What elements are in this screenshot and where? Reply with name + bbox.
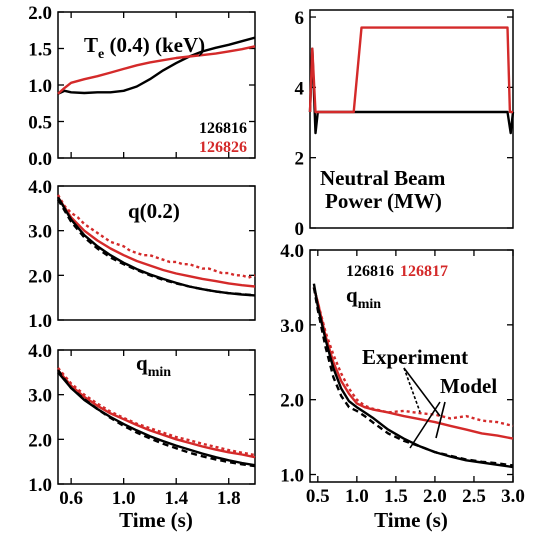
qmin_right-x-tick-label: 3.0 <box>501 486 525 507</box>
q02-y-ticks: 1.0 2.0 3.0 4.0 <box>28 177 255 332</box>
q02-title: q(0.2) <box>128 199 180 223</box>
te-legend-red: 126826 <box>199 139 247 156</box>
qmin_right-series-line-0 <box>312 287 514 428</box>
experiment-arrow-line-1 <box>403 367 421 413</box>
qmin_left-y-tick-label: 2.0 <box>28 430 52 451</box>
qmin_right-x-tick-label: 2.5 <box>462 486 486 507</box>
te-y-tick-label: 1.5 <box>28 40 52 61</box>
te-y-tick-label: 2.0 <box>28 3 52 24</box>
te-panel: 0.0 0.5 1.0 1.5 2.0 Te (0.4) (keV) 126816 12… <box>28 3 256 170</box>
te-series-line-1 <box>57 45 256 95</box>
power-series <box>308 26 515 135</box>
q02-y-tick-label: 2.0 <box>28 266 52 287</box>
qmin_right-y-tick-label: 3.0 <box>280 316 304 337</box>
experiment-arrow-line-2 <box>403 367 441 417</box>
qmin_right-y-tick-label: 2.0 <box>280 391 304 412</box>
te-y-tick-label: 0.0 <box>28 149 52 170</box>
qmin_right-x-tick-label: 1.5 <box>384 486 408 507</box>
q02-series-line-1 <box>56 196 256 288</box>
annotation-experiment: Experiment <box>362 345 468 369</box>
model-arrow-line-2 <box>435 401 446 439</box>
qmin_left-x-tick-label: 1.0 <box>112 488 136 509</box>
qmin_right-x-tick-label: 1.0 <box>345 486 369 507</box>
qmin_right-x-tick-label: 0.5 <box>306 486 330 507</box>
qmin-left-panel: 1.0 2.0 3.0 4.0 0.6 1.0 1.4 1.8 qmin Time (s) <box>28 341 256 532</box>
qmin_left-series-line-3 <box>57 371 256 467</box>
power-y-tick-label: 6 <box>295 8 305 29</box>
qmin_left-y-tick-label: 1.0 <box>28 475 52 496</box>
qmin-left-y-ticks: 1.0 2.0 3.0 4.0 <box>28 341 255 496</box>
qmin_left-x-tick-label: 1.4 <box>164 488 188 509</box>
q02-frame <box>57 185 256 321</box>
qmin_right-series-line-3 <box>312 283 514 469</box>
qmin_left-x-tick-label: 0.6 <box>59 488 83 509</box>
q02-series-line-3 <box>56 196 256 297</box>
qmin_left-y-tick-label: 3.0 <box>28 386 52 407</box>
qmin-right-series <box>312 283 514 469</box>
qmin-left-series <box>57 367 256 468</box>
annotation-model: Model <box>440 374 497 398</box>
te-title: Te (0.4) (keV) <box>84 33 205 62</box>
q02-y-tick-label: 3.0 <box>28 222 52 243</box>
power-y-tick-label: 0 <box>295 219 305 240</box>
qmin_right-series-line-1 <box>312 287 514 440</box>
te-series <box>57 36 256 95</box>
qmin-left-frame <box>57 349 256 485</box>
qmin_left-y-tick-label: 4.0 <box>28 341 52 362</box>
te-y-ticks: 0.0 0.5 1.0 1.5 2.0 <box>28 3 255 170</box>
te-x-ticks <box>70 12 230 158</box>
q02-series-line-2 <box>56 198 256 297</box>
qmin-left-title: qmin <box>136 351 171 380</box>
model-arrow-line-1 <box>409 401 441 449</box>
qmin_right-series-line-2 <box>312 287 514 467</box>
qmin_left-series-line-0 <box>57 367 256 457</box>
q02-panel: 1.0 2.0 3.0 4.0 q(0.2) <box>28 177 256 332</box>
qmin-right-panel: 1.02.03.04.0 0.5 1.0 1.5 2.0 2.5 3.0 126816 1… <box>280 241 525 532</box>
q02-y-tick-label: 4.0 <box>28 177 52 198</box>
te-legend-black: 126816 <box>199 120 247 137</box>
te-series-line-0 <box>57 36 256 95</box>
te-y-tick-label: 1.0 <box>28 76 52 97</box>
power-series-line-1 <box>308 26 513 114</box>
power-panel: 0 2 4 6 Neutral Beam Power (MW) <box>295 8 515 240</box>
qmin_right-x-tick-label: 2.0 <box>423 486 447 507</box>
te-y-tick-label: 0.5 <box>28 113 52 134</box>
qmin-right-xlabel: Time (s) <box>374 508 448 532</box>
q02-series-line-0 <box>56 194 256 279</box>
power-title-line2: Power (MW) <box>325 189 442 213</box>
power-y-tick-label: 2 <box>295 149 305 170</box>
power-series-line-0 <box>308 47 515 135</box>
qmin_left-x-tick-label: 1.8 <box>217 488 241 509</box>
qmin-right-x-ticks: 0.5 1.0 1.5 2.0 2.5 3.0 <box>306 250 525 507</box>
qmin_right-y-tick-label: 1.0 <box>280 466 304 487</box>
qmin-left-xlabel: Time (s) <box>119 508 193 532</box>
annotation-arrows <box>403 367 446 449</box>
power-y-tick-label: 4 <box>295 78 305 99</box>
qmin_left-series-line-2 <box>57 369 256 468</box>
q02-series <box>56 194 256 297</box>
qmin-right-frame <box>309 249 514 483</box>
qmin_left-series-line-1 <box>57 369 256 459</box>
qmin-right-title: qmin <box>346 283 381 312</box>
qmin-right-legend-red: 126817 <box>400 263 448 280</box>
qmin-left-x-ticks: 0.6 1.0 1.4 1.8 <box>59 350 241 509</box>
qmin-right-y-ticks: 1.0 2.0 3.0 4.0 <box>280 241 513 487</box>
q02-y-tick-label: 1.0 <box>28 311 52 332</box>
power-title-line1: Neutral Beam <box>320 166 446 190</box>
qmin-right-legend-black: 126816 <box>346 263 394 280</box>
qmin_right-y-tick-label: 4.0 <box>280 241 304 262</box>
